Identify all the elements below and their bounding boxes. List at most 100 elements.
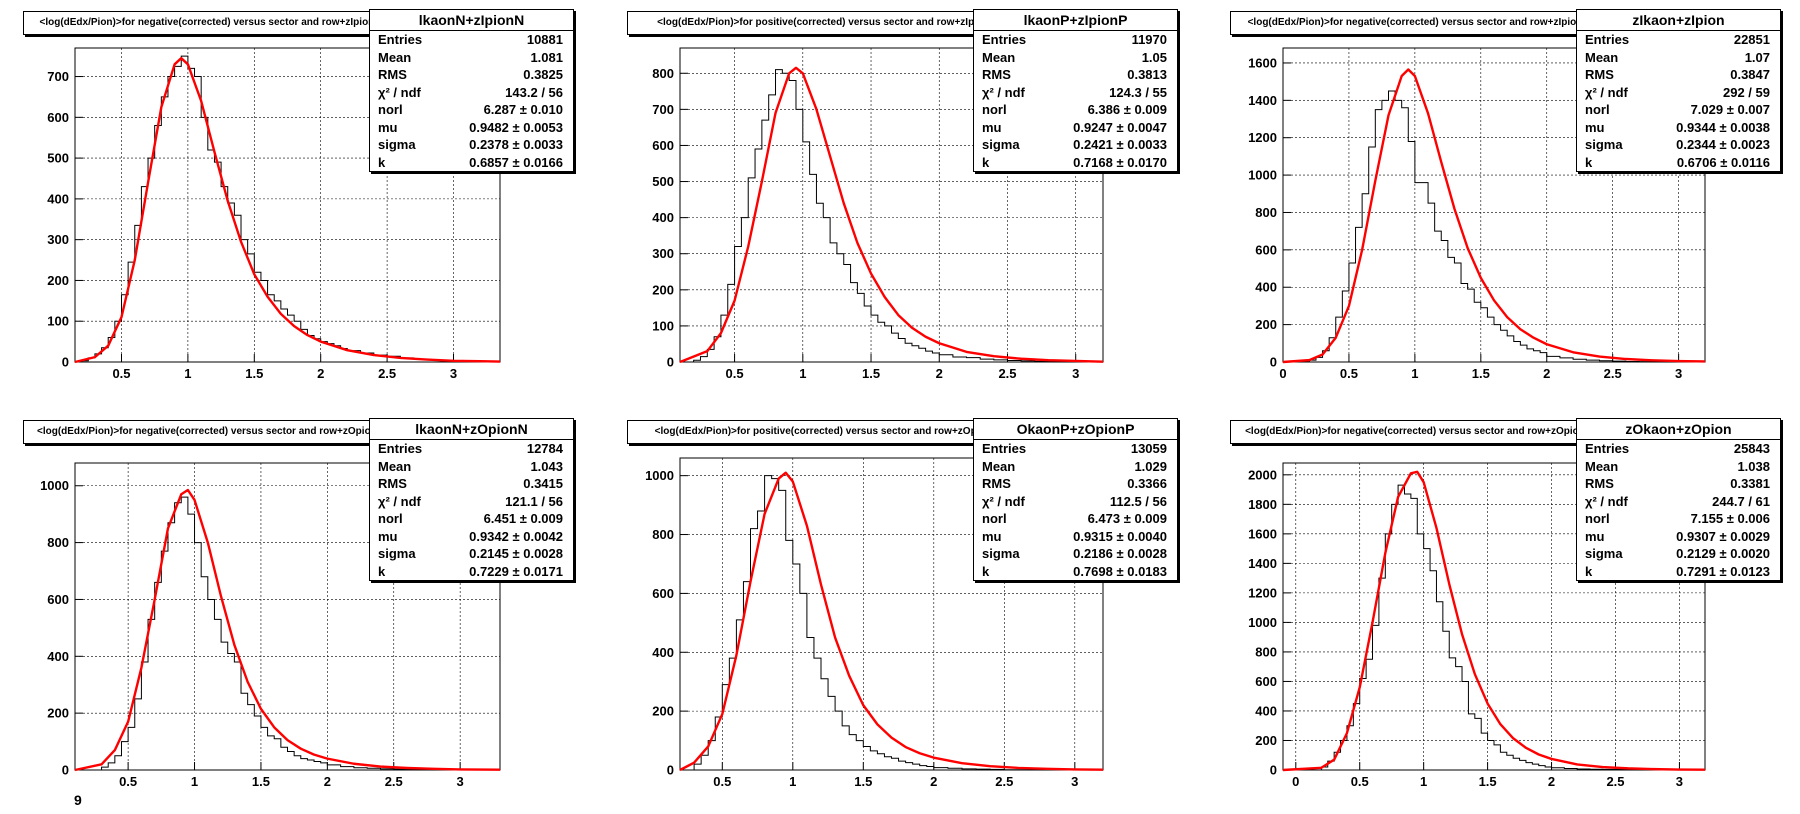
stats-box: OkaonP+zOpionP Entries 13059 Mean 1.029 RMS 0.… [973, 418, 1178, 581]
x-tick-label: 1.5 [252, 774, 270, 789]
stats-row: χ² / ndf 112.5 / 56 [974, 493, 1177, 511]
stats-label: RMS [378, 67, 407, 82]
x-tick-label: 2 [936, 366, 943, 381]
stats-label: Entries [982, 441, 1027, 456]
stats-label: norl [378, 102, 403, 117]
stats-label: χ² / ndf [1585, 84, 1628, 100]
stats-row: Entries 22851 [1577, 31, 1780, 49]
stats-value: 11970 [1131, 32, 1167, 47]
stats-row: mu 0.9247 ± 0.0047 [974, 119, 1177, 137]
y-tick-label: 300 [47, 232, 69, 247]
stats-hist-name: lkaonN+zIpionN [370, 10, 573, 31]
x-tick-label: 2.5 [998, 366, 1016, 381]
y-tick-label: 400 [1255, 703, 1277, 718]
y-tick-label: 1400 [1248, 556, 1277, 571]
stats-value: 0.2421 ± 0.0033 [1073, 137, 1167, 152]
stats-label: norl [1585, 102, 1610, 117]
fit-curve [679, 471, 1104, 772]
stats-row: norl 6.287 ± 0.010 [370, 101, 573, 119]
stats-label: mu [378, 528, 398, 544]
x-tick-label: 3 [450, 366, 457, 381]
stats-label: norl [378, 511, 403, 526]
stats-value: 0.2344 ± 0.0023 [1676, 137, 1770, 152]
y-tick-label: 1000 [1248, 615, 1277, 630]
pad-title: <log(dEdx/Pion)>for positive(corrected) … [627, 11, 1026, 35]
fit-curve [74, 56, 501, 364]
stats-box: lkaonN+zOpionN Entries 12784 Mean 1.043 RMS 0.… [369, 418, 574, 581]
stats-value: 0.9315 ± 0.0040 [1073, 528, 1167, 544]
x-tick-label: 1 [1420, 774, 1427, 789]
stats-value: 0.6857 ± 0.0166 [469, 154, 563, 170]
y-tick-label: 800 [47, 535, 69, 550]
stats-value: 0.9307 ± 0.0029 [1676, 528, 1770, 544]
x-tick-label: 2.5 [378, 366, 396, 381]
x-tick-label: 1.5 [854, 774, 872, 789]
stats-row: Entries 11970 [974, 31, 1177, 49]
x-tick-label: 0.5 [119, 774, 137, 789]
stats-label: Mean [1585, 49, 1619, 65]
stats-row: χ² / ndf 124.3 / 55 [974, 84, 1177, 102]
y-tick-label: 400 [652, 645, 674, 660]
histogram-series [680, 475, 1103, 771]
y-tick-label: 600 [47, 592, 69, 607]
stats-label: RMS [378, 476, 407, 491]
x-tick-label: 2 [1548, 774, 1555, 789]
histogram-series [680, 69, 1103, 363]
stats-row: norl 6.473 ± 0.009 [974, 510, 1177, 528]
pad-3: 0 0.5 1 1.5 2 2.5 3 0 200 400 600 800 1000 1200 1400 16… [1248, 47, 1706, 381]
histogram-series [75, 496, 500, 771]
stats-row: χ² / ndf 143.2 / 56 [370, 84, 573, 102]
y-tick-label: 1800 [1248, 497, 1277, 512]
stats-row: Mean 1.043 [370, 458, 573, 476]
x-tick-label: 2 [324, 774, 331, 789]
y-tick-label: 0 [667, 355, 674, 370]
stats-hist-name: zIkaon+zIpion [1577, 10, 1780, 31]
stats-value: 13059 [1130, 441, 1167, 456]
stats-row: k 0.6857 ± 0.0166 [370, 154, 573, 172]
stats-value: 0.6706 ± 0.0116 [1676, 154, 1770, 170]
stats-row: sigma 0.2186 ± 0.0028 [974, 545, 1177, 563]
x-tick-label: 0 [1292, 774, 1299, 789]
stats-label: Mean [378, 458, 412, 474]
y-tick-label: 700 [47, 69, 69, 84]
x-tick-label: 0.5 [1351, 774, 1369, 789]
y-tick-label: 200 [47, 706, 69, 721]
stats-row: sigma 0.2378 ± 0.0033 [370, 136, 573, 154]
stats-value: 1.081 [530, 49, 563, 65]
x-tick-label: 0.5 [726, 366, 744, 381]
x-tick-label: 1.5 [1479, 774, 1497, 789]
x-tick-label: 3 [457, 774, 464, 789]
stats-row: norl 7.155 ± 0.006 [1577, 510, 1780, 528]
y-tick-label: 600 [652, 586, 674, 601]
stats-label: Entries [1585, 441, 1630, 456]
stats-value: 0.3381 [1730, 476, 1770, 491]
y-tick-label: 0 [1270, 355, 1277, 370]
stats-label: k [982, 563, 990, 579]
stats-label: sigma [982, 546, 1020, 561]
x-tick-label: 0.5 [713, 774, 731, 789]
y-tick-label: 800 [1255, 205, 1277, 220]
stats-row: χ² / ndf 121.1 / 56 [370, 493, 573, 511]
x-tick-label: 2.5 [1606, 774, 1624, 789]
stats-row: k 0.7168 ± 0.0170 [974, 154, 1177, 172]
x-tick-label: 2.5 [995, 774, 1013, 789]
pad-title: <log(dEdx/Pion)>for negative(corrected) … [1230, 11, 1600, 35]
x-tick-label: 3 [1676, 774, 1683, 789]
stats-row: k 0.7291 ± 0.0123 [1577, 563, 1780, 581]
stats-row: RMS 0.3415 [370, 475, 573, 493]
x-tick-label: 0.5 [1340, 366, 1358, 381]
stats-row: k 0.7229 ± 0.0171 [370, 563, 573, 581]
stats-label: χ² / ndf [982, 84, 1025, 100]
x-tick-label: 0.5 [112, 366, 130, 381]
stats-hist-name: zOkaon+zOpion [1577, 419, 1780, 440]
stats-row: Entries 10881 [370, 31, 573, 49]
x-tick-label: 2.5 [1604, 366, 1622, 381]
stats-label: mu [1585, 528, 1605, 544]
stats-row: mu 0.9482 ± 0.0053 [370, 119, 573, 137]
x-tick-label: 1 [1411, 366, 1418, 381]
stats-value: 12784 [526, 441, 563, 456]
y-tick-label: 700 [652, 102, 674, 117]
x-tick-label: 3 [1675, 366, 1682, 381]
y-tick-label: 300 [652, 246, 674, 261]
stats-row: Mean 1.05 [974, 49, 1177, 67]
